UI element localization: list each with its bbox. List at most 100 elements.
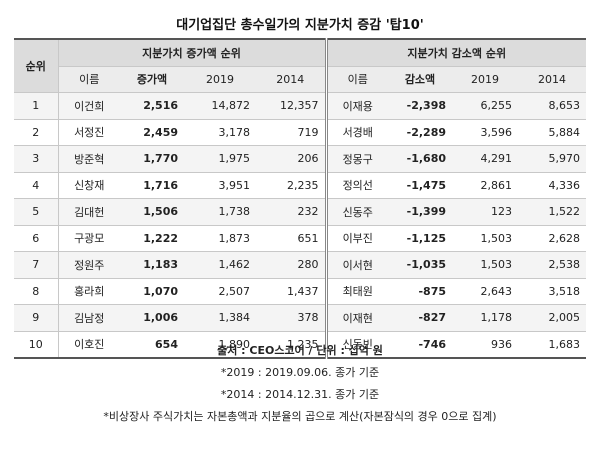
cell-inc-name: 구광모 [58,225,120,252]
header-decrease-group: 지분가치 감소액 순위 [326,39,586,67]
table-title: 대기업집단 총수일가의 지분가치 증감 '탑10' [176,18,424,33]
cell-dec-name: 최태원 [326,278,388,305]
cell-decrease: -746 [388,331,452,359]
table-body: 1 이건희 2,516 14,872 12,357 이재용 -2,398 6,255 8,653… [14,92,586,359]
cell-inc-2019: 1,873 [184,225,256,252]
cell-rank: 8 [14,278,59,305]
cell-inc-2014: 1,437 [256,278,328,305]
cell-dec-2019: 4,291 [452,145,518,173]
cell-inc-name: 김남정 [58,304,120,332]
header-inc-2014: 2014 [256,66,328,93]
cell-inc-2014: 1,235 [256,331,328,359]
cell-inc-name: 홍라희 [58,278,120,305]
header-inc-2019: 2019 [184,66,256,93]
cell-rank: 5 [14,198,59,226]
notes: 출처 : CEO스코어 / 단위 : 십억 원 *2019 : 2019.09.… [0,340,600,428]
table-row: 7 정원주 1,183 1,462 280 이서현 -1,035 1,503 2,538 [14,251,586,279]
cell-dec-2014: 1,522 [518,198,586,226]
header-row-columns: 이름 증가액 2019 2014 이름 감소액 2019 2014 [14,66,586,93]
cell-decrease: -1,035 [388,251,452,279]
cell-rank: 7 [14,251,59,279]
cell-dec-2014: 1,683 [518,331,586,359]
header-row-groups: 순위 지분가치 증가액 순위 지분가치 감소액 순위 [14,39,586,93]
cell-inc-2019: 1,975 [184,145,256,173]
cell-increase: 1,070 [120,278,184,305]
table-row: 8 홍라희 1,070 2,507 1,437 최태원 -875 2,643 3,518 [14,278,586,305]
table-row: 6 구광모 1,222 1,873 651 이부진 -1,125 1,503 2,628 [14,225,586,252]
cell-dec-2014: 5,970 [518,145,586,173]
cell-rank: 9 [14,304,59,332]
note-2014: *2014 : 2014.12.31. 종가 기준 [220,388,380,401]
cell-dec-2019: 936 [452,331,518,359]
cell-dec-2019: 123 [452,198,518,226]
cell-decrease: -1,475 [388,172,452,199]
cell-dec-2014: 8,653 [518,92,586,120]
cell-dec-name: 정의선 [326,172,388,199]
cell-inc-2014: 206 [256,145,328,173]
header-increase: 증가액 [120,66,184,93]
cell-inc-2014: 651 [256,225,328,252]
cell-rank: 1 [14,92,59,120]
cell-inc-2019: 14,872 [184,92,256,120]
header-dec-2014: 2014 [518,66,586,93]
cell-dec-name: 이서현 [326,251,388,279]
cell-increase: 654 [120,331,184,359]
cell-dec-2014: 5,884 [518,119,586,146]
cell-dec-name: 정몽구 [326,145,388,173]
cell-decrease: -1,680 [388,145,452,173]
cell-rank: 6 [14,225,59,252]
cell-inc-2014: 12,357 [256,92,328,120]
cell-increase: 2,459 [120,119,184,146]
table-row: 3 방준혁 1,770 1,975 206 정몽구 -1,680 4,291 5,970 [14,145,586,173]
cell-inc-name: 신창재 [58,172,120,199]
table-row: 2 서정진 2,459 3,178 719 서경배 -2,289 3,596 5,884 [14,119,586,146]
cell-dec-2014: 2,005 [518,304,586,332]
cell-decrease: -2,398 [388,92,452,120]
cell-inc-name: 정원주 [58,251,120,279]
header-dec-2019: 2019 [452,66,518,93]
cell-inc-2014: 378 [256,304,328,332]
cell-dec-2014: 2,628 [518,225,586,252]
cell-dec-name: 이재현 [326,304,388,332]
cell-decrease: -2,289 [388,119,452,146]
cell-increase: 1,183 [120,251,184,279]
cell-dec-2014: 3,518 [518,278,586,305]
ranking-table: 순위 지분가치 증가액 순위 지분가치 감소액 순위 이름 증가액 2019 2… [14,38,586,359]
cell-dec-name: 신동주 [326,198,388,226]
table-row: 9 김남정 1,006 1,384 378 이재현 -827 1,178 2,005 [14,304,586,332]
cell-decrease: -827 [388,304,452,332]
cell-dec-2014: 4,336 [518,172,586,199]
cell-dec-2019: 1,503 [452,225,518,252]
cell-rank: 2 [14,119,59,146]
cell-dec-2019: 3,596 [452,119,518,146]
cell-inc-2014: 2,235 [256,172,328,199]
cell-inc-2019: 1,738 [184,198,256,226]
cell-decrease: -875 [388,278,452,305]
table-row: 10 이호진 654 1,890 1,235 신동빈 -746 936 1,683 [14,331,586,359]
header-inc-name: 이름 [58,66,120,93]
cell-inc-name: 방준혁 [58,145,120,173]
cell-inc-2014: 232 [256,198,328,226]
cell-rank: 4 [14,172,59,199]
cell-inc-2019: 2,507 [184,278,256,305]
cell-dec-name: 이부진 [326,225,388,252]
cell-decrease: -1,125 [388,225,452,252]
cell-inc-2019: 1,890 [184,331,256,359]
cell-dec-name: 이재용 [326,92,388,120]
cell-dec-2019: 2,643 [452,278,518,305]
cell-dec-name: 신동빈 [326,331,388,359]
header-dec-name: 이름 [326,66,388,93]
cell-inc-2019: 3,178 [184,119,256,146]
cell-inc-name: 서정진 [58,119,120,146]
cell-inc-2019: 1,384 [184,304,256,332]
header-rank: 순위 [14,39,59,93]
cell-dec-2019: 1,178 [452,304,518,332]
cell-increase: 1,506 [120,198,184,226]
cell-inc-name: 이건희 [58,92,120,120]
cell-rank: 10 [14,331,59,359]
cell-decrease: -1,399 [388,198,452,226]
cell-inc-2019: 1,462 [184,251,256,279]
cell-inc-2014: 280 [256,251,328,279]
header-increase-group: 지분가치 증가액 순위 [58,39,328,67]
